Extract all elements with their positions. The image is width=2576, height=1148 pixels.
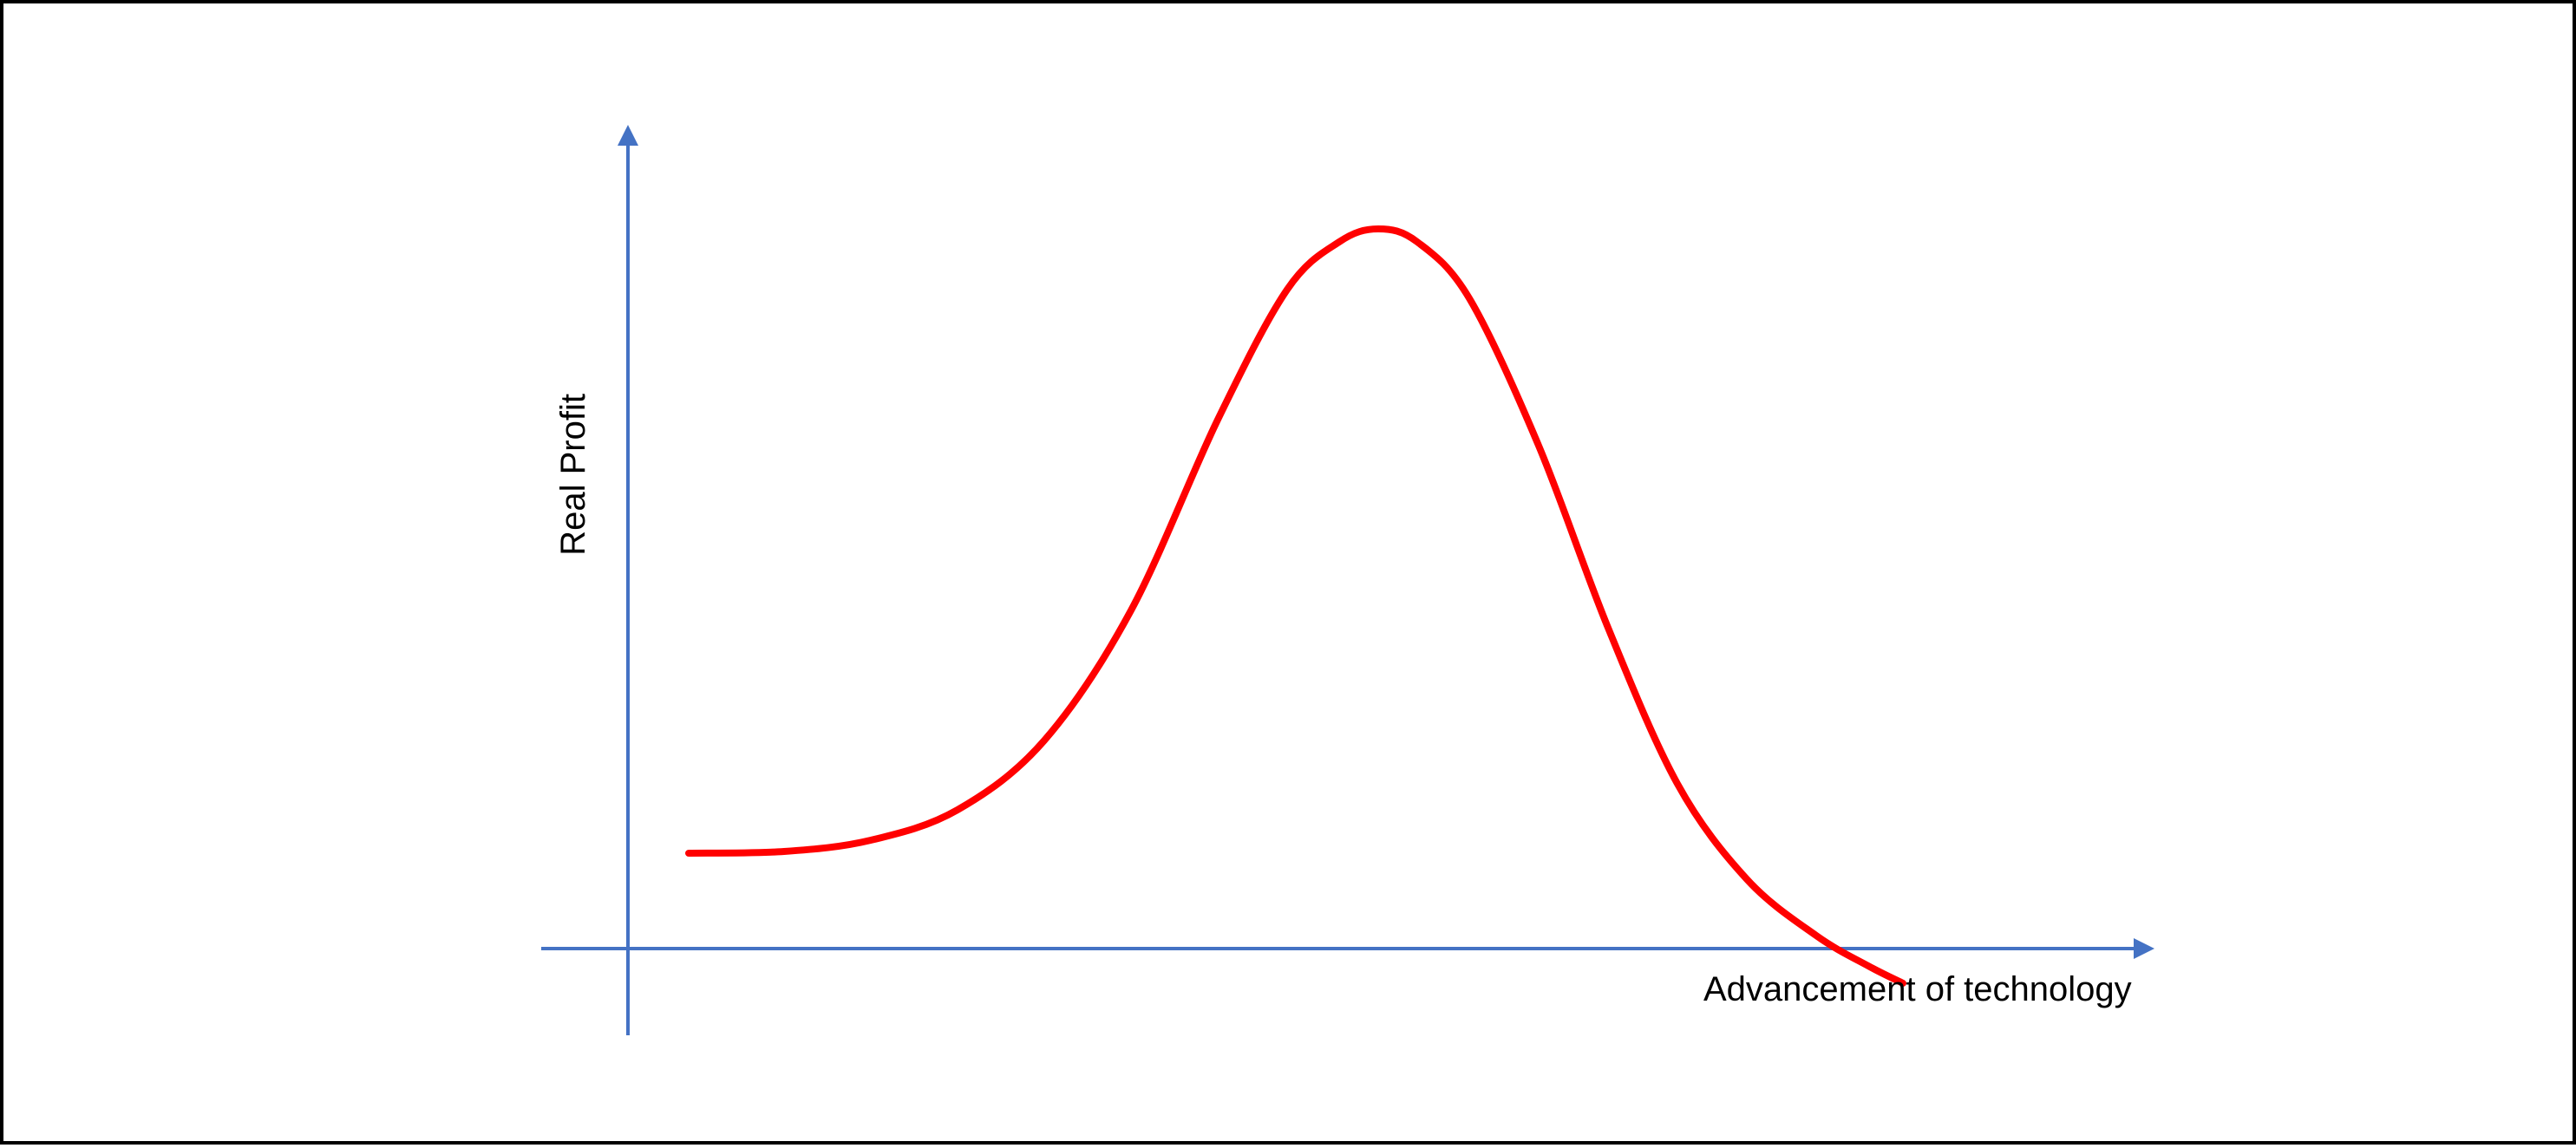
x-axis-label: Advancement of technology: [1703, 970, 2132, 1008]
x-axis-arrow-icon: [2134, 938, 2154, 959]
profit-curve: [689, 229, 1903, 983]
y-axis-arrow-icon: [618, 125, 638, 146]
chart-frame: Advancement of technology Real Profit: [0, 0, 2576, 1145]
chart-canvas: Advancement of technology Real Profit: [3, 3, 2576, 1148]
y-axis-label: Real Profit: [554, 394, 592, 556]
